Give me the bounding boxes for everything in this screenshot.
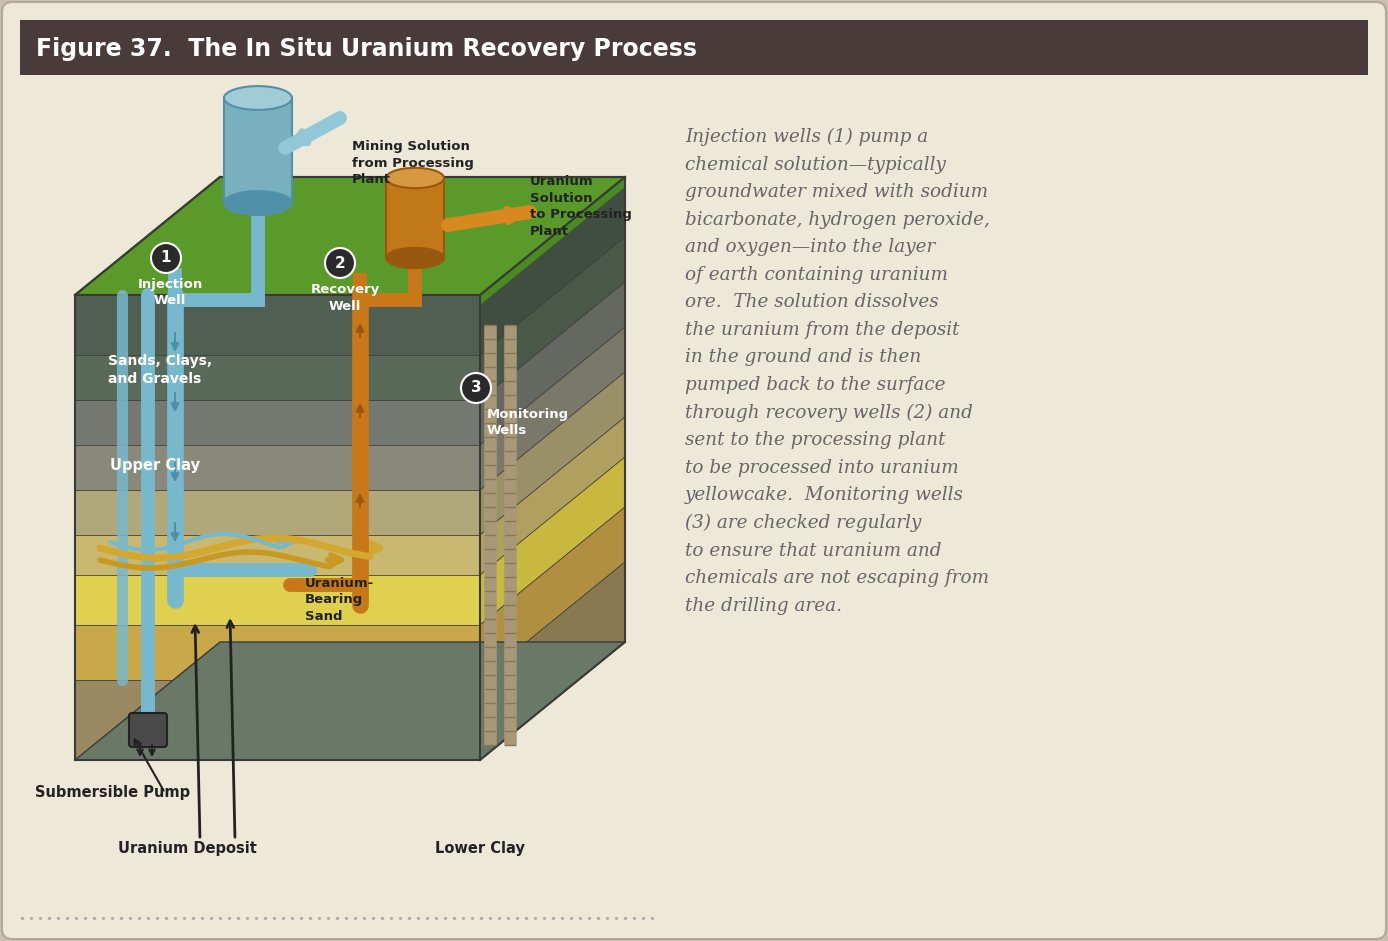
Polygon shape: [480, 237, 625, 400]
Text: 3: 3: [471, 380, 482, 395]
Polygon shape: [75, 490, 480, 535]
Text: Submersible Pump: Submersible Pump: [35, 786, 190, 801]
Ellipse shape: [223, 86, 291, 110]
FancyBboxPatch shape: [19, 20, 1369, 75]
Ellipse shape: [223, 191, 291, 215]
Polygon shape: [480, 177, 625, 305]
Circle shape: [151, 243, 180, 273]
Ellipse shape: [386, 167, 444, 188]
Text: Lower Clay: Lower Clay: [434, 840, 525, 855]
Polygon shape: [75, 445, 480, 490]
Text: Mining Solution
from Processing
Plant: Mining Solution from Processing Plant: [353, 140, 473, 186]
Text: Figure 37.  The In Situ Uranium Recovery Process: Figure 37. The In Situ Uranium Recovery …: [36, 37, 697, 61]
Polygon shape: [480, 417, 625, 575]
Circle shape: [325, 248, 355, 278]
Polygon shape: [480, 507, 625, 680]
Polygon shape: [480, 327, 625, 490]
Polygon shape: [75, 295, 480, 355]
Text: Recovery
Well: Recovery Well: [311, 283, 380, 312]
Text: Monitoring
Wells: Monitoring Wells: [487, 408, 569, 438]
Polygon shape: [75, 680, 480, 760]
Polygon shape: [480, 457, 625, 625]
Text: Injection wells (1) pump a
chemical solution—typically
groundwater mixed with so: Injection wells (1) pump a chemical solu…: [686, 128, 990, 614]
Text: 1: 1: [161, 250, 171, 265]
Polygon shape: [75, 575, 480, 625]
Text: Upper Clay: Upper Clay: [110, 457, 200, 472]
FancyBboxPatch shape: [223, 98, 291, 203]
Polygon shape: [75, 625, 480, 680]
Polygon shape: [480, 562, 625, 760]
FancyBboxPatch shape: [386, 178, 444, 258]
FancyBboxPatch shape: [129, 713, 167, 747]
Polygon shape: [480, 177, 625, 355]
Polygon shape: [75, 642, 625, 760]
Text: Uranium
Solution
to Processing
Plant: Uranium Solution to Processing Plant: [530, 175, 632, 237]
Polygon shape: [75, 355, 480, 400]
Text: Injection
Well: Injection Well: [137, 278, 203, 308]
Polygon shape: [75, 177, 625, 295]
Text: 2: 2: [335, 256, 346, 270]
Text: Sands, Clays,
and Gravels: Sands, Clays, and Gravels: [108, 354, 212, 386]
Text: Uranium-
Bearing
Sand: Uranium- Bearing Sand: [305, 577, 375, 623]
Circle shape: [461, 373, 491, 403]
Polygon shape: [480, 282, 625, 445]
Ellipse shape: [386, 247, 444, 268]
Polygon shape: [75, 400, 480, 445]
Text: Uranium Deposit: Uranium Deposit: [118, 840, 257, 855]
Polygon shape: [75, 535, 480, 575]
Polygon shape: [480, 372, 625, 535]
